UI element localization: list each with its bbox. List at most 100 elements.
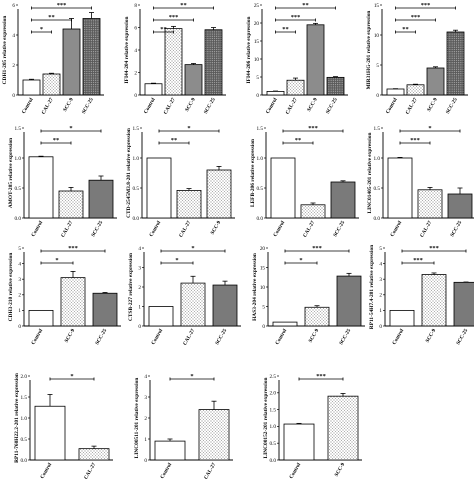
chart-panel-2: IFI44-204 relative expression 0 2 4 6 8 Contro… (124, 2, 226, 115)
significance-label: *** (411, 14, 421, 21)
category-label: Control (389, 220, 403, 238)
bar-cal-27 (176, 189, 202, 219)
bar-cal-27 (406, 84, 425, 96)
bar-control (270, 157, 296, 219)
y-tick-label: 20 (260, 246, 266, 252)
chart-panel-3: IFI44-206 relative expression 0 5 10 15 20 25 C… (246, 2, 348, 115)
y-tick-label: 2 (12, 63, 15, 69)
bar-control (28, 156, 54, 219)
significance-label: *** (421, 2, 431, 9)
y-tick-label: 4 (18, 261, 21, 267)
category-label: SCC-9 (184, 97, 197, 113)
category-label: Control (274, 328, 288, 346)
y-tick-label: 0 (262, 324, 265, 330)
category-label: CAL-27 (419, 220, 433, 239)
chart-panel-14: LINC00511-201 relative expression 0 1 2 3 4 Co… (134, 373, 233, 481)
bar-scc-9 (206, 169, 232, 219)
y-tick-label: 1 (379, 308, 382, 314)
y-tick-label: 6 (134, 25, 137, 31)
significance-label: ** (48, 14, 54, 21)
category-label: SCC-9 (334, 462, 347, 478)
significance-label: * (299, 257, 302, 264)
y-tick-label: 10 (260, 285, 266, 291)
y-axis-label: RP11-760H22.2-201 relative expression (14, 373, 20, 463)
y-tick-label: 1.0 (133, 156, 140, 162)
category-label: SCC-25 (203, 97, 217, 115)
bar-control (283, 423, 315, 461)
y-tick-label: 2.5 (270, 374, 277, 380)
chart-panel-9: CDH3-210 relative expression 0 1 2 3 4 5 Contro… (8, 245, 121, 346)
category-label: SCC-9 (425, 328, 438, 344)
y-tick-label: 2 (134, 70, 137, 76)
y-tick-label: 2 (18, 293, 21, 299)
significance-label: *** (316, 373, 326, 380)
y-tick-label: 4 (134, 48, 137, 54)
y-tick-label: 2 (144, 416, 147, 422)
y-tick-label: 2 (138, 285, 141, 291)
significance-label: ** (180, 2, 186, 9)
category-label: CAL-27 (41, 97, 55, 116)
y-tick-label: 0 (144, 458, 147, 464)
y-tick-label: 0 (379, 324, 382, 330)
bar-cal-27 (198, 409, 230, 461)
chart-panel-5: AMOT-205 relative expression 0.0 0.5 1.0 1.5… (8, 125, 117, 239)
bar-scc-9 (327, 395, 359, 461)
y-tick-label: 3 (379, 277, 382, 283)
y-tick-label: 0.5 (270, 441, 277, 447)
y-tick-label: 6 (12, 3, 15, 9)
category-label: Control (39, 462, 53, 480)
y-tick-label: 1.5 (21, 395, 28, 401)
bar-scc-9 (62, 28, 81, 96)
category-label: SCC-25 (325, 97, 339, 115)
significance-label: *** (410, 137, 420, 144)
significance-label: * (69, 125, 72, 132)
category-label: CAL-27 (60, 220, 74, 239)
category-label: Control (143, 97, 157, 115)
y-tick-label: 15 (260, 265, 266, 271)
y-axis-label: AMOT-205 relative expression (8, 138, 14, 208)
y-tick-label: 5 (262, 304, 265, 310)
category-label: CAL-27 (182, 328, 196, 347)
y-tick-label: 0.0 (15, 216, 22, 222)
bar-cal-27 (180, 282, 206, 327)
chart-panel-4: MIR31HG-201 relative expression 0 5 10 15 Con… (366, 2, 468, 115)
y-axis-label: RP11-54H7.4-201 relative expression (369, 245, 375, 329)
bar-scc-25 (82, 18, 101, 96)
bar-scc-25 (326, 76, 345, 96)
y-tick-label: 2 (379, 293, 382, 299)
significance-label: ** (160, 26, 166, 33)
y-axis-label: LINC00152-201 relative expression (263, 378, 269, 459)
category-label: Control (288, 462, 302, 480)
y-tick-label: 0.0 (257, 216, 264, 222)
y-tick-label: 4 (144, 374, 147, 380)
bar-scc-9 (184, 64, 203, 96)
bar-scc-25 (446, 31, 465, 96)
y-tick-label: 0.0 (21, 458, 28, 464)
category-label: SCC-25 (94, 328, 108, 346)
category-label: SCC-9 (426, 97, 439, 113)
y-axis-label: IFI44-204 relative expression (124, 17, 130, 84)
y-tick-label: 0.5 (257, 186, 264, 192)
significance-label: ** (302, 2, 308, 9)
bar-control (266, 91, 285, 96)
y-axis-label: CDH1-205 relative expression (2, 16, 8, 85)
bar-scc-25 (330, 181, 356, 219)
category-label: Control (148, 220, 162, 238)
y-tick-label: 25 (254, 3, 260, 9)
bar-cal-27 (58, 190, 84, 219)
y-tick-label: 15 (254, 39, 260, 45)
y-tick-label: 1.5 (374, 126, 381, 132)
bar-cal-27 (300, 204, 326, 219)
category-label: SCC-25 (332, 220, 346, 238)
y-tick-label: 1.5 (257, 126, 264, 132)
category-label: Control (159, 462, 173, 480)
category-label: CAL-27 (302, 220, 316, 239)
category-label: CAL-27 (203, 462, 217, 481)
y-axis-label: MIR31HG-201 relative expression (366, 11, 372, 90)
significance-label: *** (413, 257, 423, 264)
category-label: Control (385, 97, 399, 115)
category-label: SCC-25 (445, 97, 459, 115)
y-tick-label: 5 (379, 246, 382, 252)
